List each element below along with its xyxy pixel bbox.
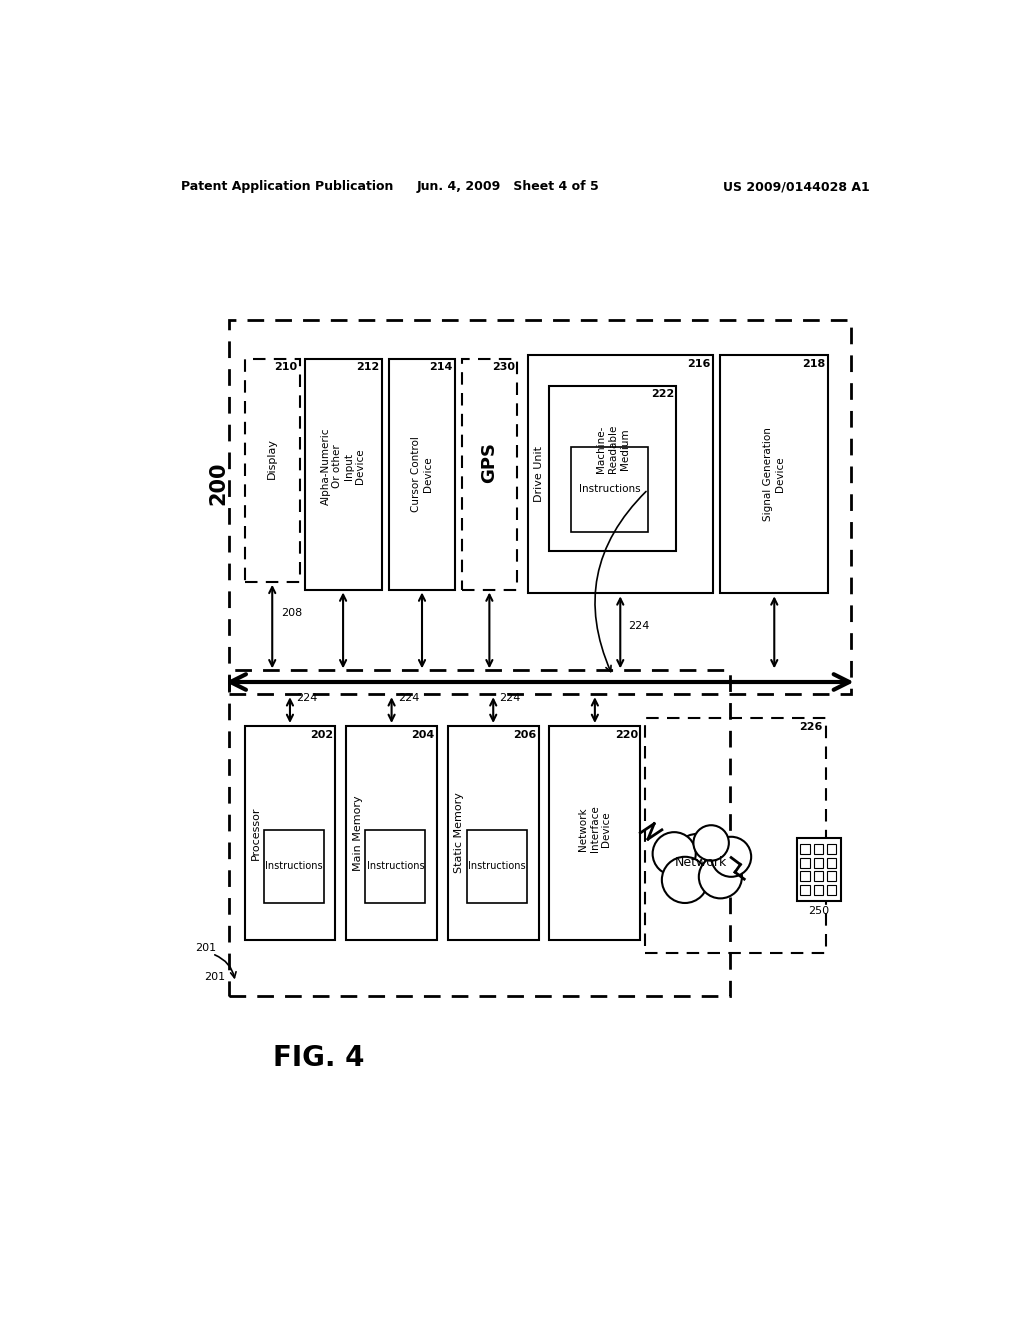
Bar: [801, 843, 810, 854]
Text: 212: 212: [356, 363, 379, 372]
Bar: [813, 843, 823, 854]
Text: Network: Network: [675, 857, 727, 870]
Text: 200: 200: [208, 462, 228, 506]
Circle shape: [698, 855, 742, 899]
Text: 222: 222: [651, 389, 674, 400]
Bar: [264, 830, 324, 903]
Bar: [346, 726, 437, 940]
Text: GPS: GPS: [480, 442, 499, 483]
Bar: [813, 858, 823, 867]
Bar: [550, 726, 640, 940]
Bar: [245, 359, 300, 582]
Text: Machine-
Readable
Medium: Machine- Readable Medium: [596, 425, 630, 474]
Circle shape: [693, 825, 729, 861]
Bar: [720, 355, 828, 594]
Text: 208: 208: [282, 607, 303, 618]
Text: 250: 250: [808, 906, 829, 916]
Text: Network
Interface
Device: Network Interface Device: [579, 805, 611, 853]
Text: 201: 201: [196, 944, 217, 953]
Text: Instructions: Instructions: [367, 862, 424, 871]
Bar: [826, 858, 836, 867]
Text: Alpha-Numeric
Or other
Input
Device: Alpha-Numeric Or other Input Device: [321, 428, 366, 506]
Text: Instructions: Instructions: [579, 484, 640, 495]
Circle shape: [670, 834, 728, 892]
Text: Jun. 4, 2009   Sheet 4 of 5: Jun. 4, 2009 Sheet 4 of 5: [417, 181, 599, 194]
Text: 224: 224: [500, 693, 521, 702]
Text: 224: 224: [397, 693, 419, 702]
Text: Main Memory: Main Memory: [352, 795, 362, 871]
Bar: [801, 886, 810, 895]
Bar: [550, 385, 677, 552]
Text: 201: 201: [204, 972, 225, 982]
Circle shape: [652, 832, 695, 875]
Bar: [229, 321, 851, 693]
Text: Instructions: Instructions: [468, 862, 526, 871]
Bar: [462, 359, 517, 590]
Text: 204: 204: [412, 730, 435, 739]
Text: 210: 210: [274, 363, 298, 372]
Bar: [801, 858, 810, 867]
Text: Cursor Control
Device: Cursor Control Device: [412, 436, 433, 512]
Text: 214: 214: [429, 363, 453, 372]
Text: Signal Generation
Device: Signal Generation Device: [764, 428, 785, 521]
Text: 206: 206: [513, 730, 537, 739]
Bar: [229, 671, 730, 997]
Bar: [447, 726, 539, 940]
Text: 230: 230: [492, 363, 515, 372]
Text: Processor: Processor: [251, 807, 261, 859]
Bar: [813, 871, 823, 882]
Bar: [826, 843, 836, 854]
Bar: [366, 830, 425, 903]
Circle shape: [662, 857, 708, 903]
Text: 202: 202: [310, 730, 333, 739]
Text: US 2009/0144028 A1: US 2009/0144028 A1: [723, 181, 869, 194]
Bar: [304, 359, 382, 590]
Bar: [826, 886, 836, 895]
Text: Drive Unit: Drive Unit: [535, 446, 545, 502]
Text: Patent Application Publication: Patent Application Publication: [180, 181, 393, 194]
Bar: [801, 871, 810, 882]
Text: 224: 224: [296, 693, 317, 702]
Text: 216: 216: [687, 359, 711, 368]
Bar: [826, 871, 836, 882]
Text: Display: Display: [267, 438, 278, 479]
Bar: [467, 830, 527, 903]
Text: Static Memory: Static Memory: [455, 792, 464, 874]
Bar: [645, 718, 826, 953]
Bar: [245, 726, 336, 940]
Text: 224: 224: [628, 622, 649, 631]
Circle shape: [711, 837, 752, 876]
Text: 220: 220: [614, 730, 638, 739]
Text: Instructions: Instructions: [265, 862, 323, 871]
Bar: [528, 355, 713, 594]
Bar: [389, 359, 455, 590]
Bar: [813, 886, 823, 895]
Bar: [571, 447, 648, 532]
Bar: [797, 838, 842, 902]
Text: 218: 218: [803, 359, 826, 368]
Text: 226: 226: [799, 722, 822, 733]
Text: FIG. 4: FIG. 4: [273, 1044, 365, 1072]
